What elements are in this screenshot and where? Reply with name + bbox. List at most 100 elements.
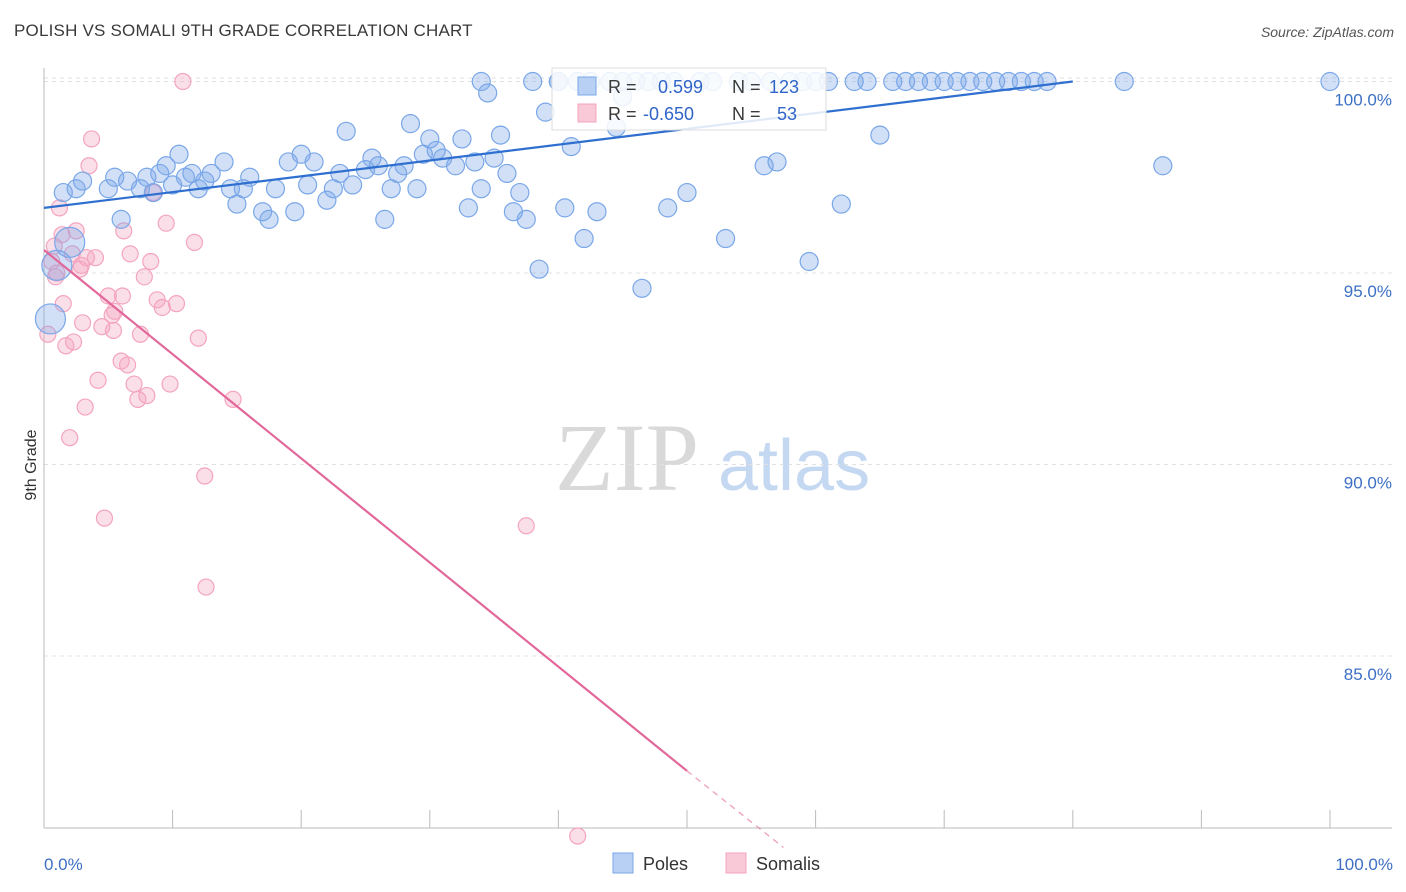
x-tick-label: 100.0% (1335, 855, 1393, 874)
somalis-point (135, 268, 153, 286)
somalis-point (121, 245, 139, 263)
trend-lines (43, 80, 1073, 849)
poles-series-label: Poles (643, 854, 688, 874)
poles-point (400, 114, 421, 134)
somalis-point (115, 222, 133, 240)
poles-point (407, 179, 427, 199)
poles-point (1114, 71, 1134, 92)
poles-point (285, 202, 305, 222)
poles-point (304, 152, 324, 172)
somalis-point (569, 827, 587, 845)
somalis-n-value: 53 (777, 104, 797, 124)
poles-point (130, 179, 151, 199)
poles-point (66, 179, 86, 199)
somalis-point (129, 390, 147, 408)
poles-r-label: R = (608, 77, 637, 97)
poles-point (754, 156, 774, 176)
poles-point (490, 125, 511, 145)
y-tick-label: 85.0% (1344, 665, 1392, 684)
somalis-point (106, 302, 124, 320)
poles-point (465, 152, 485, 172)
somalis-point (196, 467, 214, 485)
somalis-point (174, 72, 192, 91)
poles-point (510, 182, 530, 203)
somalis-point (125, 375, 143, 393)
somalis-point (53, 226, 71, 244)
poles-point (529, 259, 549, 279)
somalis-r-label: R = (608, 104, 637, 124)
y-tick-label: 100.0% (1334, 91, 1392, 110)
y-tick-labels: 85.0% 90.0% 95.0% 100.0% (1334, 91, 1392, 685)
poles-point (767, 152, 787, 172)
somalis-point (104, 321, 123, 340)
grid (44, 77, 1392, 657)
poles-point (72, 171, 93, 191)
poles-point (516, 209, 536, 229)
poles-point (523, 71, 543, 92)
chart-source: Source: ZipAtlas.com (1260, 24, 1394, 40)
somalis-trend-extension (686, 770, 784, 849)
poles-point (214, 152, 234, 172)
poles-point (265, 179, 286, 199)
somalis-point (138, 386, 156, 405)
poles-point (53, 182, 73, 203)
somalis-point (185, 233, 204, 251)
axes (43, 68, 1392, 829)
somalis-r-value: -0.650 (643, 104, 694, 124)
somalis-point (61, 429, 79, 447)
poles-point (298, 175, 318, 195)
somalis-point (80, 157, 98, 175)
poles-point (587, 202, 607, 222)
somalis-series-swatch (725, 852, 747, 874)
watermark-zip: ZIP (555, 404, 699, 511)
poles-point (471, 71, 491, 92)
y-axis-label: 9th Grade (23, 429, 40, 500)
poles-point (317, 190, 337, 210)
somalis-point (113, 287, 132, 305)
poles-point (195, 171, 215, 191)
somalis-point (157, 214, 175, 232)
poles-point (105, 167, 125, 187)
poles-n-label: N = (732, 77, 761, 97)
watermark: ZIP atlas (555, 404, 870, 511)
poles-point (715, 228, 736, 249)
poles-point (471, 179, 491, 199)
somalis-point (153, 298, 171, 317)
poles-point (34, 303, 67, 335)
y-tick-label: 90.0% (1344, 474, 1392, 493)
somalis-point (64, 333, 83, 351)
stats-legend-box (551, 67, 827, 131)
poles-point (497, 163, 517, 184)
poles-point (555, 198, 575, 218)
somalis-point (57, 337, 75, 355)
somalis-point (95, 509, 114, 527)
poles-point (574, 228, 594, 249)
somalis-point (50, 199, 69, 217)
x-tick-label: 0.0% (44, 855, 83, 874)
somalis-point (197, 578, 215, 596)
poles-legend-swatch (577, 76, 597, 96)
poles-r-value: 0.599 (658, 77, 703, 97)
somalis-point (517, 517, 535, 535)
poles-point (169, 144, 189, 164)
poles-point (98, 179, 118, 199)
poles-point (253, 202, 273, 222)
stats-legend: R = 0.599 N = 123 R = -0.650 N = 53 (551, 67, 827, 131)
poles-point (343, 175, 363, 195)
poles-point (201, 163, 221, 184)
poles-point (1037, 71, 1057, 92)
somalis-points (39, 72, 587, 845)
somalis-point (82, 130, 101, 148)
poles-point (831, 194, 851, 214)
poles-point (375, 209, 395, 229)
poles-point (1153, 156, 1173, 176)
poles-series-swatch (612, 852, 634, 874)
poles-point (394, 156, 414, 176)
somalis-point (224, 390, 242, 408)
somalis-legend-swatch (577, 103, 597, 123)
y-tick-label: 95.0% (1344, 282, 1392, 301)
poles-n-value: 123 (769, 77, 799, 97)
poles-point (111, 209, 131, 229)
chart-title: POLISH VS SOMALI 9TH GRADE CORRELATION C… (14, 21, 473, 40)
